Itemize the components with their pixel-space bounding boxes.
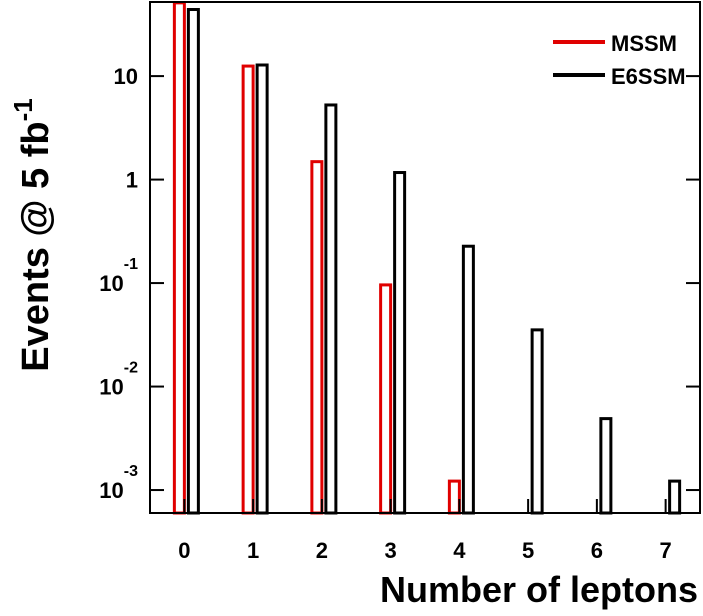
y-tick-label-exponent: -1 xyxy=(124,256,138,273)
y-tick-label: 1 xyxy=(126,168,138,193)
bar xyxy=(393,171,407,515)
x-tick-label: 4 xyxy=(453,538,466,563)
bar xyxy=(172,1,186,515)
y-tick-label-base: 10 xyxy=(99,478,123,503)
x-tick-label: 3 xyxy=(385,538,397,563)
x-tick-label: 2 xyxy=(316,538,328,563)
bar xyxy=(379,283,393,515)
y-axis-label: Events @ 5 fb-1 xyxy=(8,98,57,371)
x-tick-label: 0 xyxy=(178,538,190,563)
bar xyxy=(668,479,682,515)
bar xyxy=(241,64,255,515)
y-axis-label-text: Events @ 5 fb xyxy=(15,121,57,371)
y-tick-label-exponent: -3 xyxy=(124,463,138,480)
bar xyxy=(461,244,475,515)
y-axis-label-exponent: -1 xyxy=(8,98,38,121)
y-tick-label-exponent: -2 xyxy=(124,360,138,377)
bar xyxy=(255,63,269,515)
plot-frame xyxy=(149,1,701,514)
bar xyxy=(530,328,544,515)
y-tick-label-base: 10 xyxy=(99,271,123,296)
y-tick-label: 10-2 xyxy=(99,360,138,400)
bar xyxy=(324,103,338,515)
bar xyxy=(310,160,324,515)
bar xyxy=(599,417,613,515)
x-axis-label: Number of leptons xyxy=(380,569,698,610)
bar xyxy=(447,479,461,515)
y-tick-label: 10-1 xyxy=(99,256,138,296)
y-tick-label: 10-3 xyxy=(99,463,138,503)
x-tick-label: 7 xyxy=(660,538,672,563)
legend-label: MSSM xyxy=(611,31,677,56)
legend-label: E6SSM xyxy=(611,64,686,89)
bar xyxy=(186,8,200,515)
x-tick-label: 5 xyxy=(522,538,534,563)
x-tick-label: 6 xyxy=(591,538,603,563)
y-tick-label-base: 10 xyxy=(99,375,123,400)
x-tick-label: 1 xyxy=(247,538,259,563)
y-tick-label: 10 xyxy=(114,64,138,89)
